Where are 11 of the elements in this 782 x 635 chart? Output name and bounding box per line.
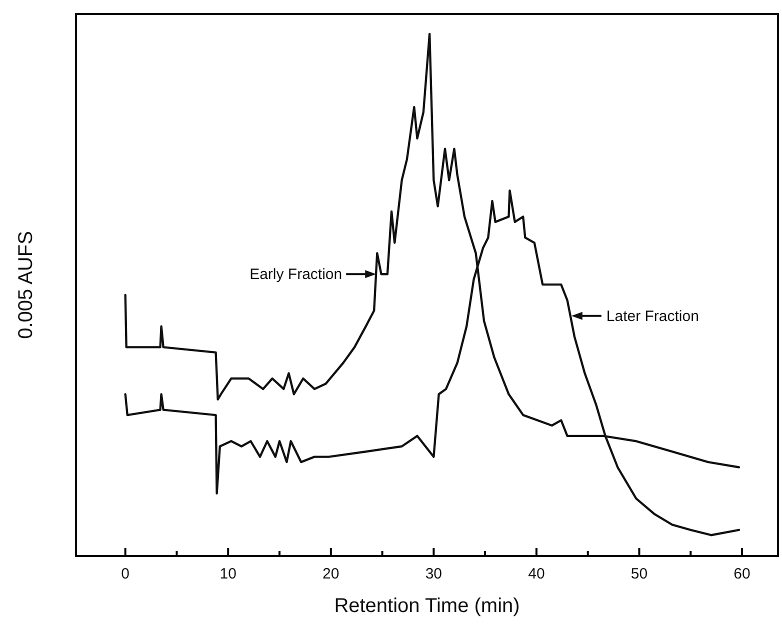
x-tick-label: 40 [528,566,545,583]
x-tick-label: 20 [322,566,340,583]
x-axis-title: Retention Time (min) [334,595,520,617]
x-tick-label: 0 [121,566,130,583]
x-tick-label: 10 [220,566,236,583]
y-axis-title: 0.005 AUFS [15,231,37,339]
x-tick-label: 50 [630,566,648,583]
x-tick-label: 30 [425,566,442,583]
annotation: Early Fraction [250,266,342,284]
x-tick-label: 60 [734,566,750,583]
annotation: Later Fraction [606,308,699,325]
